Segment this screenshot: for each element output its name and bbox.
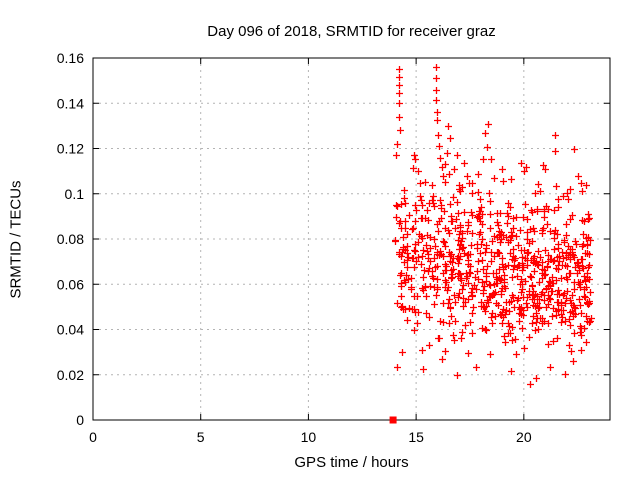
x-tick-label: 5: [197, 429, 205, 445]
zero-marker-square: [389, 416, 397, 424]
chart-title: Day 096 of 2018, SRMTID for receiver gra…: [207, 23, 496, 40]
y-tick-label: 0.12: [57, 141, 84, 157]
y-tick-label: 0.02: [57, 367, 84, 383]
x-tick-label: 15: [408, 429, 424, 445]
y-tick-label: 0.04: [57, 322, 84, 338]
x-axis-label: GPS time / hours: [294, 454, 409, 471]
y-tick-label: 0.06: [57, 276, 84, 292]
plot-border: [92, 57, 611, 421]
x-tick-label: 0: [89, 429, 97, 445]
grid-lines: [93, 58, 610, 420]
y-tick-label: 0.14: [57, 95, 84, 111]
y-tick-label: 0.16: [57, 50, 84, 66]
scatter-points-plus: [392, 64, 595, 388]
y-tick-label: 0.08: [57, 231, 84, 247]
y-tick-label: 0.1: [65, 186, 85, 202]
x-tick-label: 20: [516, 429, 532, 445]
y-tick-label: 0: [76, 412, 84, 428]
x-tick-label: 10: [301, 429, 317, 445]
